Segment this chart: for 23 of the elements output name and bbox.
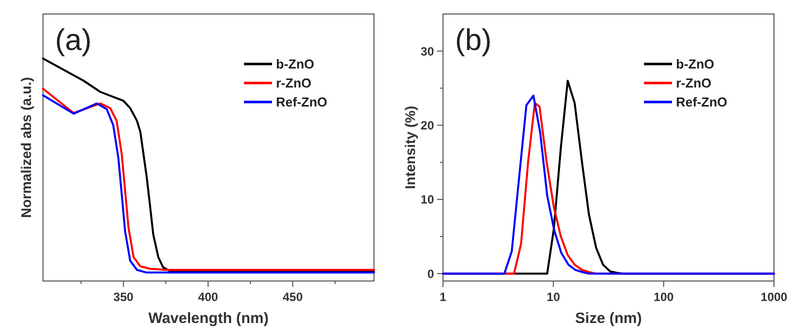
x-tick-label: 400 xyxy=(198,290,218,304)
y-axis-title: Intensity (%) xyxy=(402,106,418,190)
x-tick-label: 1000 xyxy=(760,290,788,304)
legend-label: b-ZnO xyxy=(276,56,314,72)
text: (a) xyxy=(55,24,92,57)
y-tick-label: 0 xyxy=(427,266,434,281)
x-axis-title: Size (nm) xyxy=(575,310,642,327)
legend-label: Ref-ZnO xyxy=(276,94,328,110)
legend-label: r-ZnO xyxy=(276,76,312,91)
y-tick-label: 30 xyxy=(420,44,434,58)
x-tick-label: 450 xyxy=(282,290,304,304)
legend-label: r-ZnO xyxy=(676,76,712,91)
y-tick-label: 10 xyxy=(420,192,434,207)
annotation: (b) xyxy=(455,24,492,57)
legend-label: Ref-ZnO xyxy=(676,94,728,110)
x-tick-label: 350 xyxy=(113,290,134,304)
x-tick-label: 1 xyxy=(440,290,447,304)
legend-label: b-ZnO xyxy=(676,56,714,72)
x-axis-title: Wavelength (nm) xyxy=(148,310,269,327)
x-tick-label: 100 xyxy=(654,290,674,304)
y-axis-title: Normalized abs (a.u.) xyxy=(18,77,34,218)
y-tick-label: 20 xyxy=(420,118,434,132)
x-tick-label: 10 xyxy=(546,290,560,304)
